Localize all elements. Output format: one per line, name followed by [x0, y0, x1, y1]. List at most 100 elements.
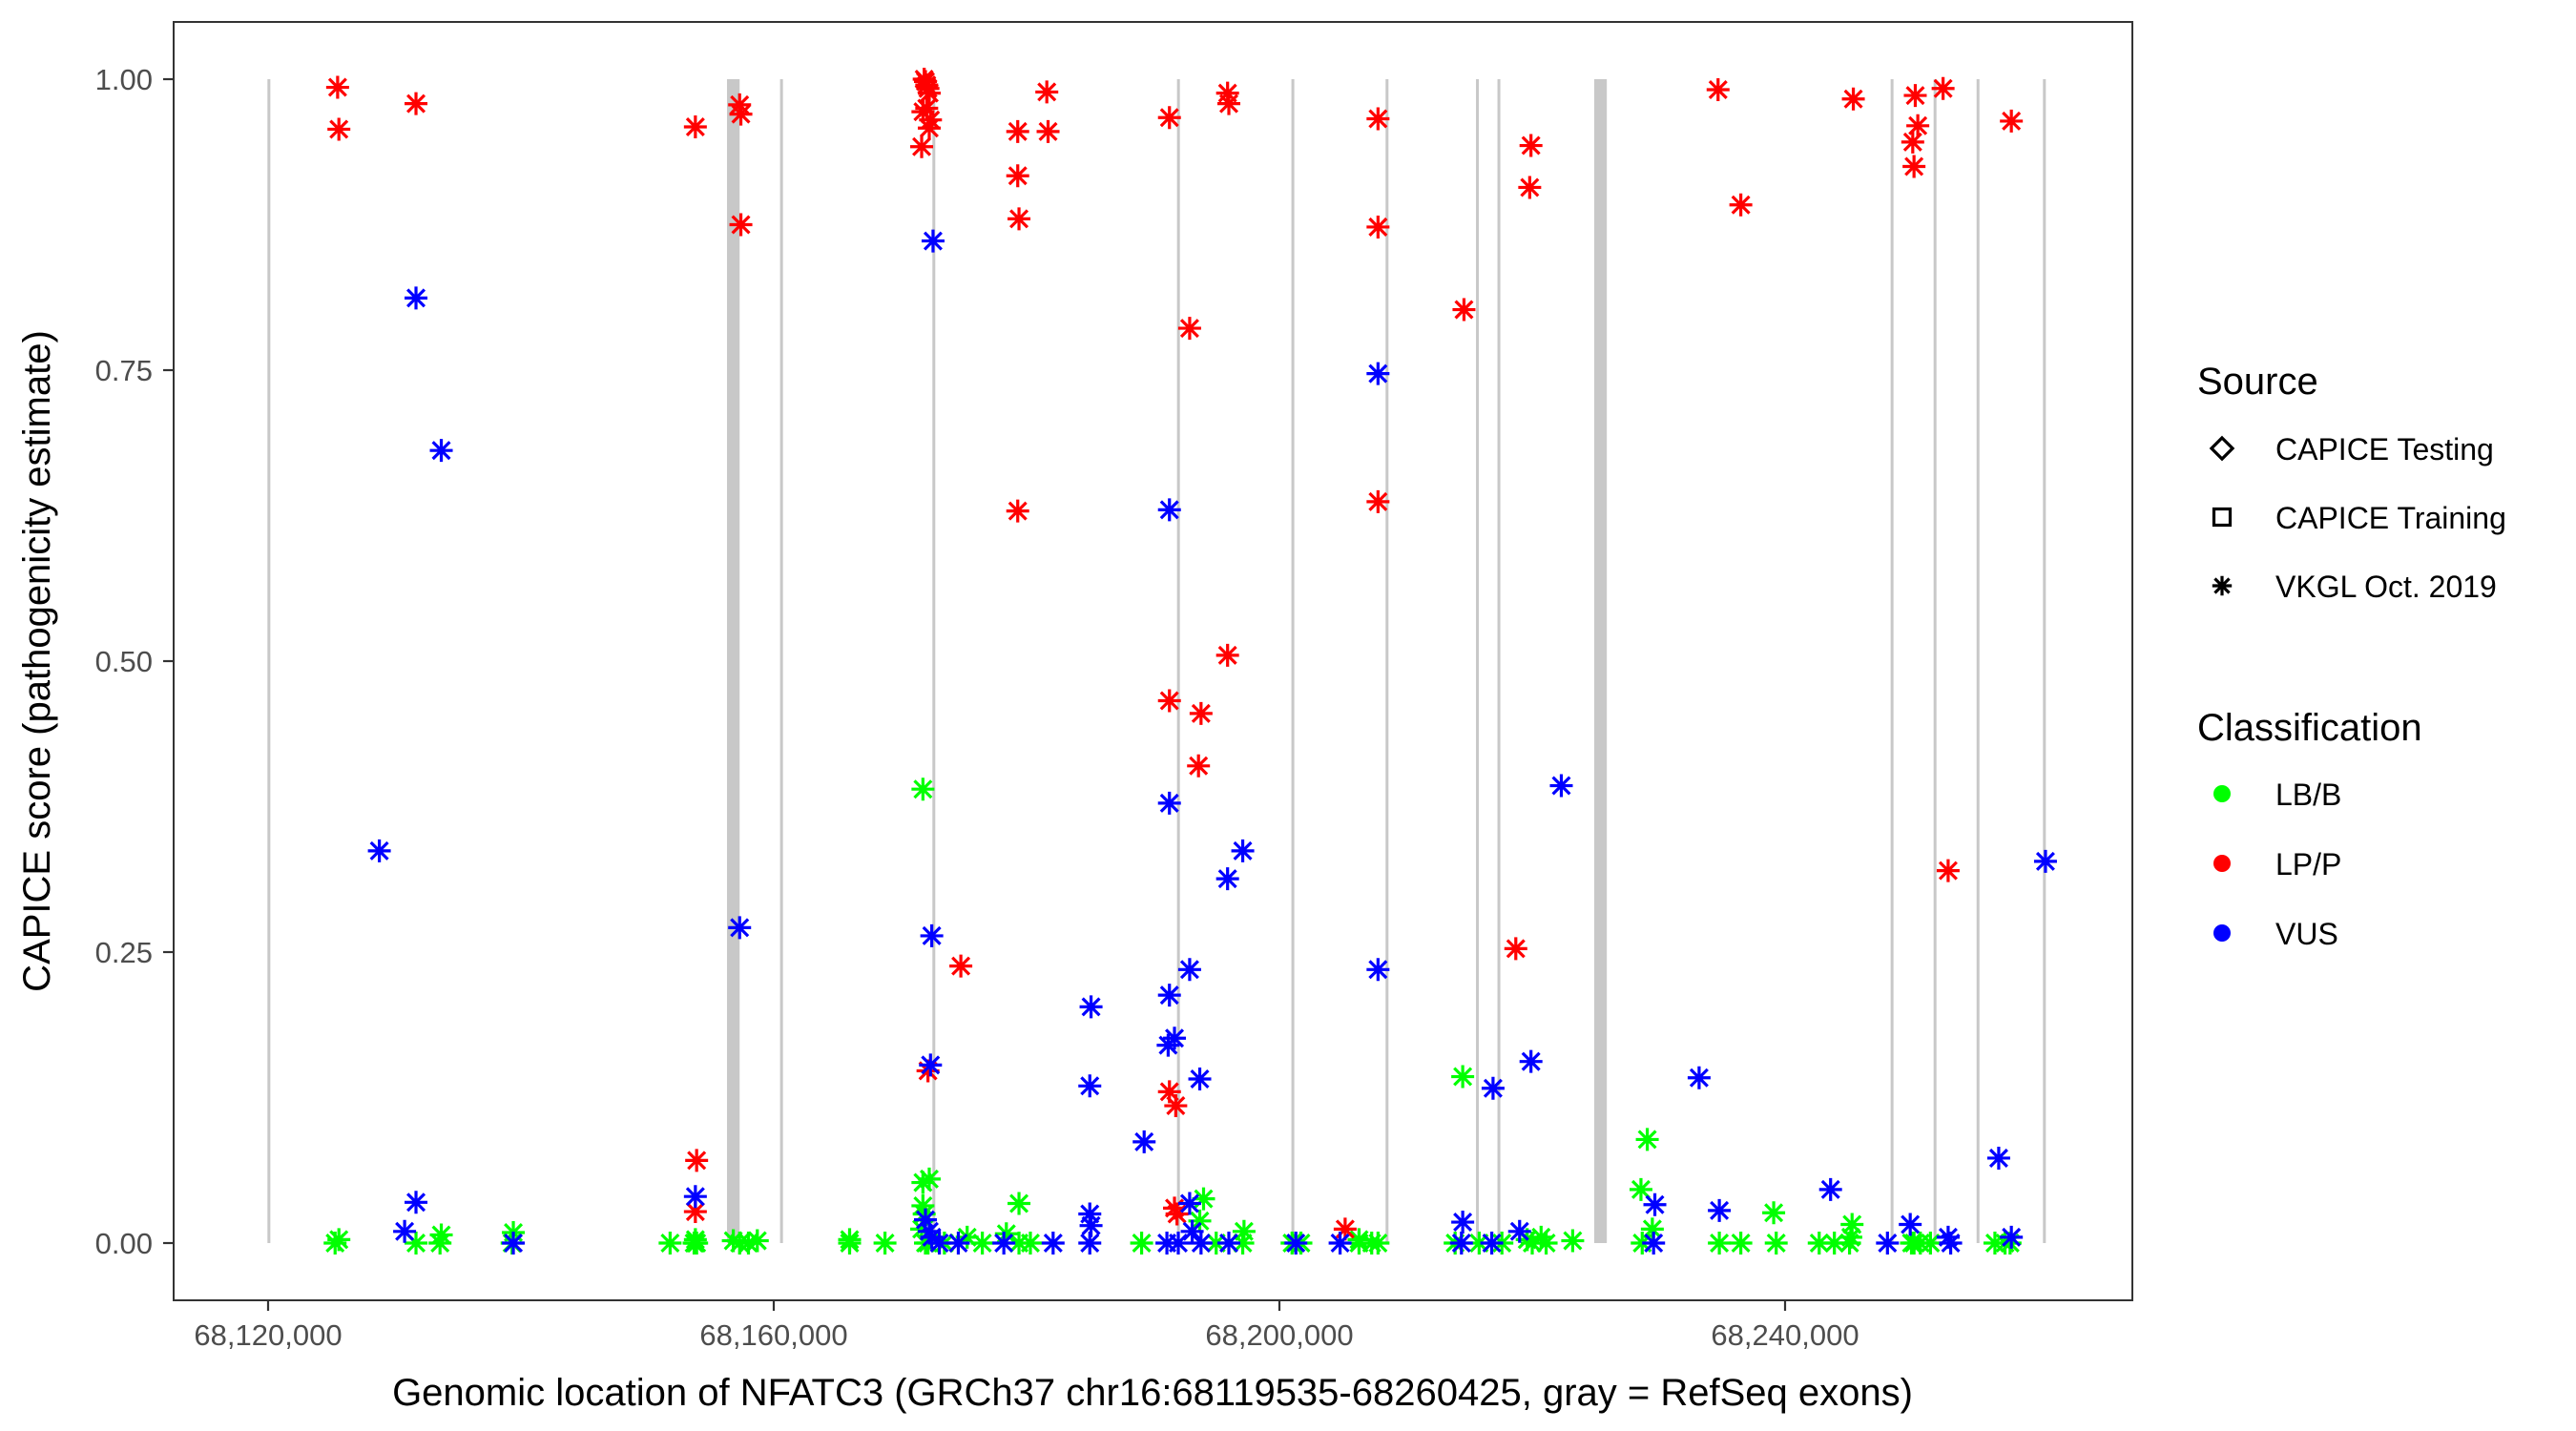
data-point-vkgl [685, 1149, 709, 1172]
data-point-training [1931, 76, 1955, 100]
exon-band [1890, 79, 1894, 1243]
data-point-vkgl [1041, 1232, 1065, 1255]
data-point-training [1518, 176, 1542, 199]
data-point-training [405, 92, 428, 115]
data-point-vkgl [1167, 1232, 1190, 1255]
data-point-vkgl [429, 439, 453, 463]
data-point-vkgl [1189, 701, 1213, 725]
data-point-vkgl [927, 1232, 951, 1255]
data-point-training [1902, 155, 1926, 178]
data-point-vkgl [393, 1219, 417, 1243]
data-point-training [327, 117, 351, 141]
exon-band [779, 79, 783, 1243]
exon-band [1291, 79, 1295, 1243]
data-point-training [1764, 1232, 1788, 1255]
data-point-training [917, 1167, 941, 1191]
data-point-training [1467, 1232, 1491, 1255]
legend-label: LB/B [2275, 778, 2341, 812]
x-tick-label: 68,200,000 [1205, 1318, 1353, 1352]
data-point-training [325, 75, 349, 99]
data-point-vkgl [2033, 849, 2057, 873]
data-point-testing [1217, 92, 1240, 115]
data-point-vkgl [502, 1232, 526, 1255]
data-point-vkgl [1642, 1232, 1666, 1255]
data-point-vkgl [1177, 958, 1201, 982]
data-point-vkgl [1006, 499, 1029, 523]
data-point-vkgl [920, 923, 944, 947]
y-tick-label: 0.75 [95, 354, 153, 387]
data-point-training [1561, 1229, 1585, 1253]
data-point-training [838, 1232, 862, 1255]
x-axis-title: Genomic location of NFATC3 (GRCh37 chr16… [392, 1372, 1913, 1414]
data-point-vkgl [1507, 1219, 1531, 1243]
legend-item-LB-B: LB/B [2213, 778, 2341, 812]
legend-label: VUS [2275, 917, 2338, 951]
data-point-training [1035, 80, 1059, 104]
data-point-training [911, 1171, 935, 1194]
data-point-training [1204, 1232, 1228, 1255]
exon-band [932, 79, 936, 1243]
data-point-vkgl [1366, 362, 1390, 385]
data-point-vkgl [728, 916, 752, 940]
y-tick-label: 0.25 [95, 936, 153, 969]
data-point-training [1919, 1232, 1942, 1255]
data-point-vkgl [1876, 1232, 1900, 1255]
data-point-vkgl [1163, 1027, 1187, 1050]
exon-band [267, 79, 271, 1243]
data-point-training [729, 102, 753, 126]
x-tick-label: 68,120,000 [194, 1318, 342, 1352]
data-point-vkgl [992, 1232, 1016, 1255]
data-point-training [1192, 1187, 1215, 1211]
data-point-vkgl [1986, 1146, 2010, 1170]
data-point-vkgl [1132, 1130, 1156, 1153]
data-point-vkgl [405, 1232, 428, 1255]
data-point-vkgl [1643, 1192, 1667, 1216]
data-point-vkgl [946, 1232, 970, 1255]
data-point-vkgl [405, 1191, 428, 1214]
data-point-training [917, 116, 941, 140]
data-point-training [658, 1232, 682, 1255]
data-point-testing [1366, 489, 1390, 513]
legend-item-VUS: VUS [2213, 917, 2338, 951]
data-point-vkgl [1187, 754, 1211, 778]
data-point-training [1366, 1232, 1390, 1255]
data-point-training [970, 1232, 994, 1255]
data-point-training [1901, 130, 1924, 154]
data-point-vkgl [1687, 1066, 1711, 1089]
data-point-training [1729, 1232, 1753, 1255]
y-tick-label: 0.50 [95, 645, 153, 678]
exon-band [1497, 79, 1501, 1243]
exon-band [1976, 79, 1980, 1243]
legend-label: VKGL Oct. 2019 [2275, 570, 2497, 604]
data-point-vkgl [1180, 1219, 1204, 1243]
data-point-vkgl [1079, 995, 1103, 1019]
legend-item-LP-P: LP/P [2213, 847, 2341, 881]
y-tick-label: 0.00 [95, 1227, 153, 1260]
data-point-vkgl [1762, 1201, 1786, 1225]
point-layer [323, 68, 2057, 1255]
data-point-vkgl [405, 286, 428, 310]
data-point-training [721, 1229, 745, 1253]
data-point-training [873, 1232, 897, 1255]
exon-band [1593, 79, 1608, 1243]
data-point-vkgl [1006, 164, 1029, 188]
diamond-icon [2209, 435, 2235, 462]
data-point-vkgl [917, 1219, 941, 1243]
data-point-training [1708, 1232, 1732, 1255]
data-point-vkgl [1165, 1202, 1189, 1226]
legend-title-source: Source [2197, 361, 2318, 403]
data-point-training [1706, 77, 1730, 101]
exon-band [1385, 79, 1389, 1243]
x-tick-label: 68,240,000 [1711, 1318, 1859, 1352]
data-point-training [1157, 106, 1181, 130]
data-point-vkgl [1708, 1198, 1732, 1222]
data-point-training [1008, 1192, 1031, 1215]
square-icon [2212, 507, 2233, 528]
exon-band [1476, 79, 1480, 1243]
data-point-training [1036, 119, 1060, 143]
data-point-vkgl [1189, 1232, 1213, 1255]
data-point-vkgl [1328, 1232, 1352, 1255]
data-point-training [994, 1222, 1018, 1246]
data-point-vkgl [1163, 1196, 1187, 1220]
data-point-training [1188, 1209, 1212, 1233]
